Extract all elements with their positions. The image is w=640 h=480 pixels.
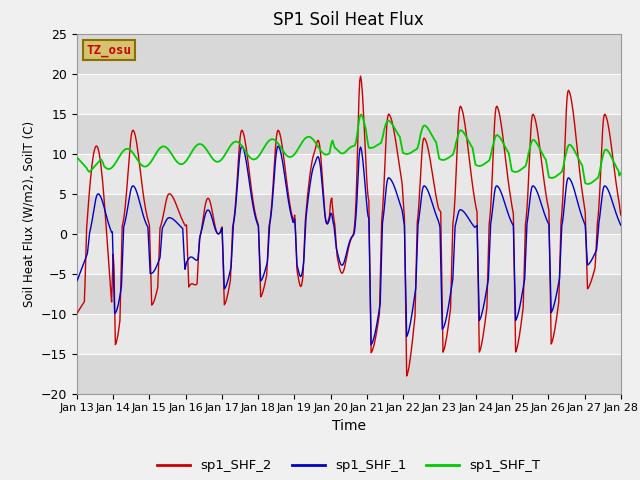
Bar xyxy=(77,34,621,73)
Bar xyxy=(77,274,621,313)
Bar xyxy=(77,73,621,114)
Text: TZ_osu: TZ_osu xyxy=(86,44,132,57)
Legend: sp1_SHF_2, sp1_SHF_1, sp1_SHF_T: sp1_SHF_2, sp1_SHF_1, sp1_SHF_T xyxy=(152,454,546,478)
Bar xyxy=(77,234,621,274)
Title: SP1 Soil Heat Flux: SP1 Soil Heat Flux xyxy=(273,11,424,29)
Bar xyxy=(77,114,621,154)
Bar xyxy=(77,193,621,234)
Bar xyxy=(77,313,621,354)
Bar xyxy=(77,354,621,394)
Bar xyxy=(77,154,621,193)
Y-axis label: Soil Heat Flux (W/m2), SoilT (C): Soil Heat Flux (W/m2), SoilT (C) xyxy=(22,120,35,307)
X-axis label: Time: Time xyxy=(332,419,366,433)
